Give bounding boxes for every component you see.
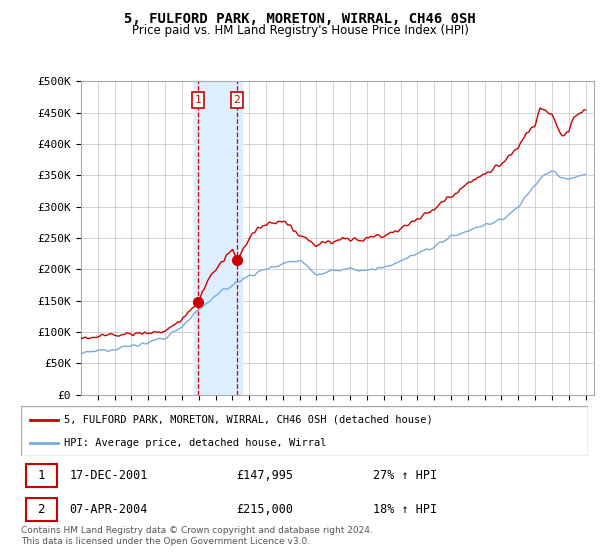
Text: 07-APR-2004: 07-APR-2004	[69, 503, 148, 516]
Text: HPI: Average price, detached house, Wirral: HPI: Average price, detached house, Wirr…	[64, 438, 326, 448]
Text: 5, FULFORD PARK, MORETON, WIRRAL, CH46 0SH (detached house): 5, FULFORD PARK, MORETON, WIRRAL, CH46 0…	[64, 414, 432, 424]
Bar	[194, 81, 242, 395]
Text: £215,000: £215,000	[236, 503, 293, 516]
Text: 27% ↑ HPI: 27% ↑ HPI	[373, 469, 437, 482]
Text: 2: 2	[233, 95, 240, 105]
Text: 17-DEC-2001: 17-DEC-2001	[69, 469, 148, 482]
Text: Price paid vs. HM Land Registry's House Price Index (HPI): Price paid vs. HM Land Registry's House …	[131, 24, 469, 36]
Text: 1: 1	[37, 469, 45, 482]
Text: 2: 2	[37, 503, 45, 516]
Bar	[26, 498, 57, 521]
Text: 5, FULFORD PARK, MORETON, WIRRAL, CH46 0SH: 5, FULFORD PARK, MORETON, WIRRAL, CH46 0…	[124, 12, 476, 26]
Text: £147,995: £147,995	[236, 469, 293, 482]
Bar	[26, 464, 57, 487]
Text: 18% ↑ HPI: 18% ↑ HPI	[373, 503, 437, 516]
Text: Contains HM Land Registry data © Crown copyright and database right 2024.
This d: Contains HM Land Registry data © Crown c…	[21, 526, 373, 546]
Text: 1: 1	[194, 95, 202, 105]
FancyBboxPatch shape	[21, 406, 588, 456]
